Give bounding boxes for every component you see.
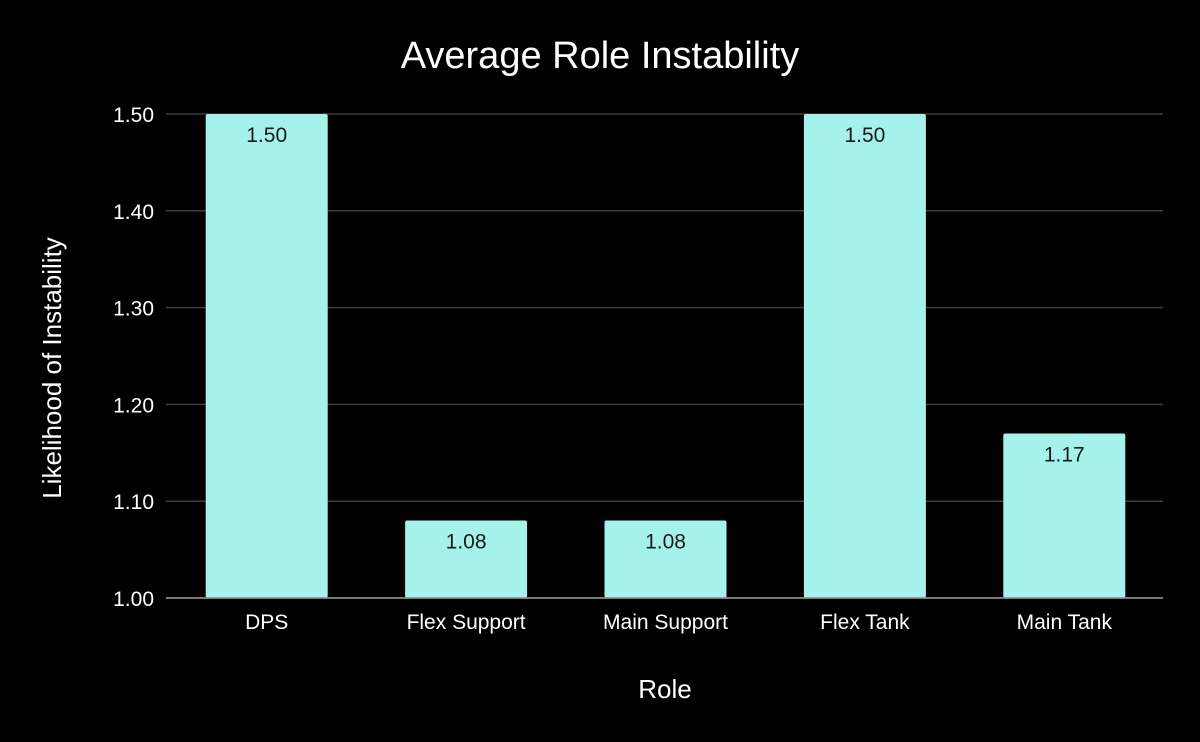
y-tick-label: 1.50 (113, 104, 154, 127)
y-tick-label: 1.30 (113, 298, 154, 321)
y-tick-label: 1.20 (113, 394, 154, 417)
x-tick-label: Flex Tank (820, 611, 910, 634)
y-axis-title: Likelihood of Instability (37, 237, 67, 499)
bar (205, 114, 328, 598)
data-label: 1.08 (446, 531, 487, 554)
bar (803, 114, 926, 598)
bars (166, 114, 1163, 599)
data-label: 1.08 (645, 531, 686, 554)
y-tick-label: 1.40 (113, 201, 154, 224)
data-label: 1.17 (1044, 443, 1085, 466)
bar (604, 520, 727, 598)
data-label: 1.50 (246, 124, 287, 147)
x-axis-title: Role (638, 674, 691, 704)
y-tick-label: 1.00 (113, 588, 154, 611)
x-tick-label: DPS (245, 611, 288, 634)
x-tick-label: Flex Support (407, 611, 526, 634)
y-tick-label: 1.10 (113, 491, 154, 514)
bar (1003, 433, 1126, 598)
x-tick-label: Main Tank (1017, 611, 1113, 634)
data-labels: 1.50 1.08 1.08 1.50 1.17 (246, 124, 1084, 554)
data-label: 1.50 (844, 124, 885, 147)
y-axis-ticks: 1.00 1.10 1.20 1.30 1.40 1.50 (113, 104, 154, 611)
bar (405, 520, 528, 598)
chart-title: Average Role Instability (401, 35, 800, 77)
x-axis-ticks: DPS Flex Support Main Support Flex Tank Main… (245, 611, 1112, 634)
x-tick-label: Main Support (603, 611, 728, 634)
